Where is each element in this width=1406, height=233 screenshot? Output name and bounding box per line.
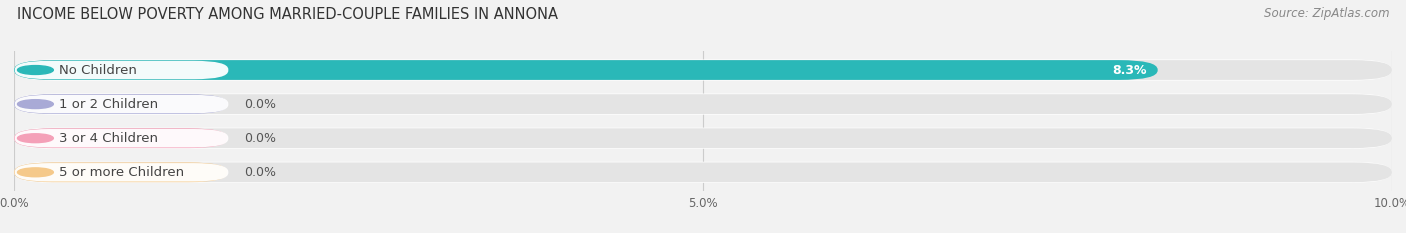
Text: 5 or more Children: 5 or more Children	[59, 166, 184, 179]
FancyBboxPatch shape	[14, 162, 1392, 182]
FancyBboxPatch shape	[14, 61, 228, 79]
Text: 0.0%: 0.0%	[245, 166, 276, 179]
Text: 0.0%: 0.0%	[245, 132, 276, 145]
Text: INCOME BELOW POVERTY AMONG MARRIED-COUPLE FAMILIES IN ANNONA: INCOME BELOW POVERTY AMONG MARRIED-COUPL…	[17, 7, 558, 22]
Circle shape	[17, 168, 53, 177]
FancyBboxPatch shape	[14, 162, 228, 182]
FancyBboxPatch shape	[14, 60, 1392, 80]
FancyBboxPatch shape	[14, 93, 1392, 115]
FancyBboxPatch shape	[14, 128, 1392, 149]
Text: 0.0%: 0.0%	[245, 98, 276, 111]
FancyBboxPatch shape	[14, 94, 228, 114]
FancyBboxPatch shape	[14, 59, 1392, 81]
Text: 3 or 4 Children: 3 or 4 Children	[59, 132, 157, 145]
FancyBboxPatch shape	[14, 60, 1157, 80]
FancyBboxPatch shape	[14, 129, 228, 147]
FancyBboxPatch shape	[14, 94, 1392, 114]
Circle shape	[17, 65, 53, 75]
FancyBboxPatch shape	[14, 95, 228, 113]
FancyBboxPatch shape	[14, 162, 1392, 183]
Text: 1 or 2 Children: 1 or 2 Children	[59, 98, 157, 111]
Text: 8.3%: 8.3%	[1112, 64, 1147, 76]
FancyBboxPatch shape	[14, 128, 228, 148]
FancyBboxPatch shape	[14, 163, 228, 182]
Circle shape	[17, 100, 53, 109]
FancyBboxPatch shape	[14, 128, 1392, 148]
Text: No Children: No Children	[59, 64, 136, 76]
Circle shape	[17, 134, 53, 143]
Text: Source: ZipAtlas.com: Source: ZipAtlas.com	[1264, 7, 1389, 20]
